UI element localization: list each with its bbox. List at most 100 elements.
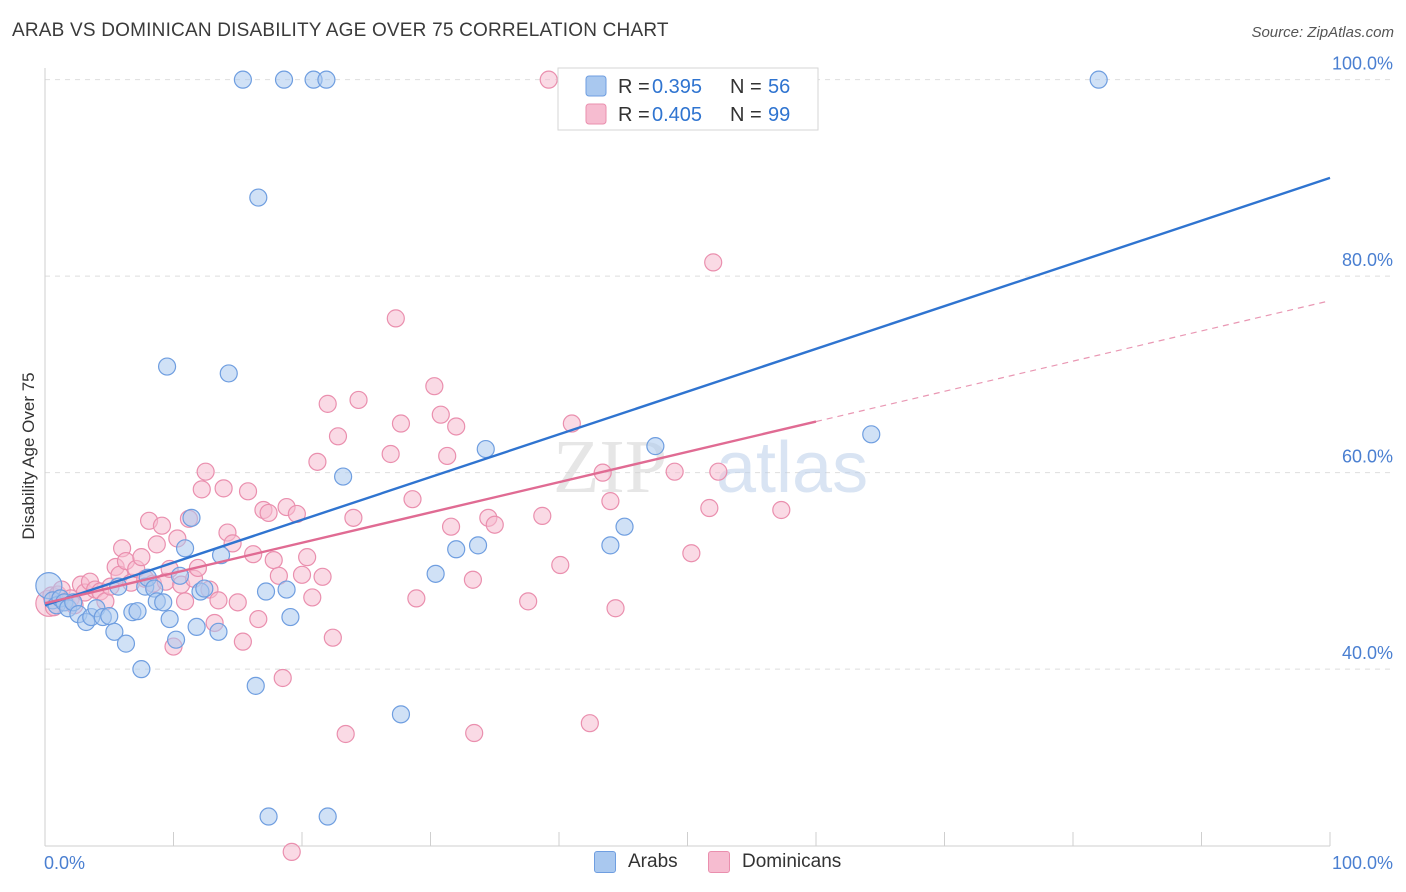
bottom-legend-swatch-dominicans <box>708 851 730 873</box>
dominicans-point-78 <box>463 570 483 589</box>
watermark: ZIP atlas <box>553 425 868 509</box>
arabs-point-35 <box>219 364 238 383</box>
dominicans-point-26 <box>152 516 172 535</box>
watermark-atlas: atlas <box>716 428 868 508</box>
dominicans-point-40 <box>209 591 228 610</box>
y-tick-label-3: 100.0% <box>1332 54 1393 74</box>
axes <box>44 68 1331 847</box>
arabs-point-46 <box>318 807 337 826</box>
trend-lines <box>44 176 1331 607</box>
dominicans-point-79 <box>465 723 484 743</box>
arabs-point-47 <box>334 467 353 486</box>
legend-n-value-arabs: 56 <box>768 76 790 98</box>
arabs-point-45 <box>317 70 336 89</box>
bottom-legend-dominicans: Dominicans <box>708 851 841 873</box>
y-tick-label-0: 40.0% <box>1342 643 1393 663</box>
chart-title: ARAB VS DOMINICAN DISABILITY AGE OVER 75… <box>12 20 669 41</box>
arabs-point-52 <box>476 439 495 459</box>
dominicans-point-91 <box>665 462 684 481</box>
bottom-legend: Arabs Dominicans <box>0 851 1406 881</box>
dominicans-point-87 <box>580 714 599 733</box>
dominicans-point-84 <box>539 70 558 89</box>
arabs-point-50 <box>447 540 466 559</box>
arabs-point-57 <box>1089 70 1108 89</box>
legend-r-value-dominicans: 0.405 <box>652 104 702 126</box>
bottom-legend-swatch-arabs <box>594 851 616 873</box>
arabs-point-30 <box>187 617 206 637</box>
dominicans-point-48 <box>249 609 268 629</box>
dominicans-point-76 <box>441 517 461 536</box>
arabs-point-15 <box>116 634 136 653</box>
dominicans-point-83 <box>533 506 552 525</box>
arabs-point-51 <box>468 536 488 555</box>
y-tick-label-1: 60.0% <box>1342 447 1393 467</box>
arabs-point-56 <box>862 425 881 444</box>
dominicans-point-21 <box>132 548 151 567</box>
arabs-point-32 <box>195 579 214 598</box>
dominicans-point-25 <box>147 535 166 554</box>
dominicans-point-67 <box>349 390 368 410</box>
bottom-legend-arabs: Arabs <box>594 851 678 873</box>
dominicans-point-93 <box>700 498 719 518</box>
dominicans-point-77 <box>447 417 466 436</box>
legend-swatch-dominicans <box>585 103 607 125</box>
dominicans-point-63 <box>323 628 342 647</box>
dominicans-point-41 <box>214 479 233 498</box>
x-tick-label-1: 100.0% <box>1332 853 1393 873</box>
y-tick-label-2: 80.0% <box>1342 250 1393 270</box>
arabs-point-13 <box>105 622 124 641</box>
dominicans-point-60 <box>308 452 327 471</box>
legend-r-label-dominicans: R = <box>618 104 650 126</box>
arabs-point-40 <box>259 807 278 826</box>
bottom-legend-label-dominicans: Dominicans <box>742 851 842 872</box>
dominicans-point-44 <box>228 593 247 612</box>
legend-n-value-dominicans: 99 <box>768 104 790 126</box>
dominicans-point-65 <box>336 724 355 744</box>
legend-n-label-dominicans: N = <box>730 104 762 126</box>
legend-r-value-arabs: 0.395 <box>652 76 702 98</box>
dominicans-point-62 <box>318 394 337 413</box>
dominicans-point-50 <box>259 503 278 523</box>
dominicans-point-51 <box>264 550 283 570</box>
legend-r-label-arabs: R = <box>618 76 650 98</box>
dominicans-point-75 <box>438 446 457 466</box>
arabs-point-24 <box>157 357 177 376</box>
arabs-point-26 <box>166 630 186 649</box>
dominicans-points <box>35 70 791 861</box>
bottom-legend-label-arabs: Arabs <box>628 851 678 872</box>
x-tick-label-0: 0.0% <box>44 853 85 873</box>
dominicans-point-74 <box>431 405 450 424</box>
arabs-point-25 <box>160 609 179 629</box>
arabs-point-37 <box>246 676 265 695</box>
dominicans-point-45 <box>233 632 252 651</box>
source-credit: Source: ZipAtlas.com <box>1251 24 1394 41</box>
arabs-point-36 <box>233 70 252 89</box>
dominicans-point-46 <box>238 482 258 501</box>
grid-lines <box>45 79 1395 670</box>
arabs-point-53 <box>601 536 620 555</box>
arabs-point-23 <box>154 593 173 612</box>
dominicans-point-61 <box>313 567 332 586</box>
arabs-point-54 <box>615 517 634 536</box>
dominicans-point-96 <box>772 500 791 520</box>
y-axis-label: Disability Age Over 75 <box>19 372 38 539</box>
dominicans-point-57 <box>292 565 312 584</box>
tick-labels: 40.0% 60.0% 80.0% 100.0% 0.0% 100.0% <box>44 54 1393 873</box>
arabs-point-28 <box>175 539 195 558</box>
dominicans-point-66 <box>344 508 363 527</box>
dominicans-point-53 <box>273 668 292 688</box>
dominicans-point-95 <box>709 462 728 481</box>
dominicans-point-70 <box>391 414 411 433</box>
legend-n-label-arabs: N = <box>730 76 762 98</box>
dominicans-trend-line <box>44 420 817 605</box>
dominicans-point-94 <box>704 253 723 272</box>
dominicans-point-69 <box>386 309 405 328</box>
dominicans-point-55 <box>282 842 301 861</box>
arabs-point-39 <box>256 582 276 601</box>
dominicans-point-90 <box>606 599 625 618</box>
dominicans-point-85 <box>551 555 570 575</box>
dominicans-point-36 <box>192 480 211 499</box>
dominicans-point-71 <box>403 490 422 509</box>
arabs-point-12 <box>100 606 119 626</box>
